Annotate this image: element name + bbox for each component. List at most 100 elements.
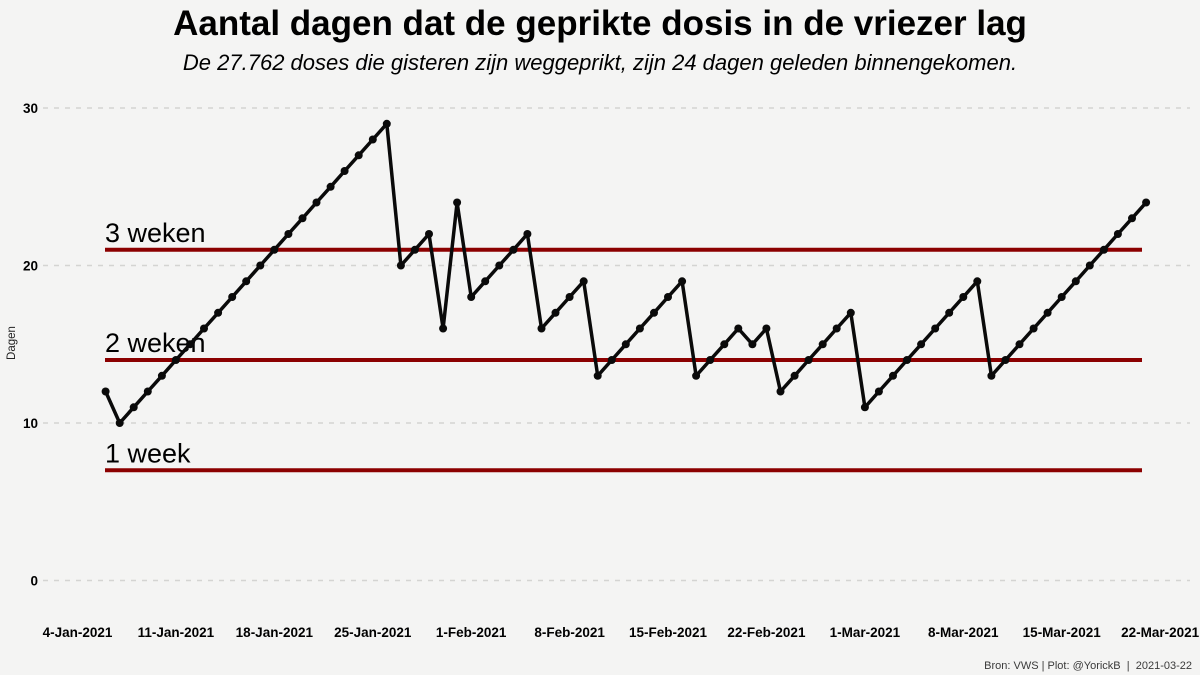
data-point-2021-01-16: [242, 277, 251, 286]
data-point-2021-01-08: [129, 403, 138, 412]
x-tick-label-1-Feb-2021: 1-Feb-2021: [436, 625, 507, 640]
y-tick-label-0: 0: [30, 574, 38, 589]
data-point-2021-02-24: [790, 371, 799, 380]
data-point-2021-01-18: [270, 245, 279, 254]
data-point-2021-01-21: [312, 198, 321, 207]
data-point-2021-02-11: [607, 356, 616, 364]
ref-line-label-3-weken: 3 weken: [105, 218, 206, 248]
y-tick-label-10: 10: [23, 416, 38, 431]
x-tick-label-18-Jan-2021: 18-Jan-2021: [236, 625, 314, 640]
x-tick-label-11-Jan-2021: 11-Jan-2021: [138, 625, 215, 640]
y-axis-title: Dagen: [6, 326, 18, 360]
data-point-2021-02-09: [579, 277, 588, 286]
data-point-2021-03-17: [1085, 261, 1094, 270]
data-point-2021-01-24: [354, 151, 363, 160]
data-point-2021-02-20: [734, 324, 743, 333]
data-point-2021-01-28: [410, 245, 419, 254]
data-point-2021-03-07: [945, 308, 954, 317]
data-point-2021-03-19: [1113, 230, 1122, 238]
data-point-2021-01-06: [101, 387, 110, 396]
grid-layer: [43, 107, 1190, 582]
data-point-2021-01-13: [200, 324, 208, 333]
data-point-2021-02-25: [804, 356, 813, 364]
data-point-2021-01-07: [115, 419, 124, 427]
data-point-2021-03-13: [1029, 324, 1038, 333]
data-point-2021-02-05: [523, 230, 532, 238]
data-point-2021-02-08: [565, 293, 574, 301]
data-point-2021-03-16: [1071, 277, 1080, 286]
data-point-2021-02-04: [509, 245, 518, 254]
x-tick-label-22-Feb-2021: 22-Feb-2021: [727, 625, 806, 640]
data-point-2021-03-10: [987, 371, 996, 380]
x-axis-tick-labels: 4-Jan-2021 11-Jan-2021 18-Jan-2021 25-Jan-2…: [43, 625, 1200, 640]
data-point-2021-01-09: [143, 387, 152, 396]
x-tick-label-1-Mar-2021: 1-Mar-2021: [830, 625, 901, 640]
y-axis-tick-labels: 0 10 20 30: [23, 101, 38, 589]
data-point-2021-02-19: [720, 340, 729, 349]
data-point-2021-03-20: [1128, 214, 1136, 223]
data-point-2021-03-09: [973, 277, 982, 286]
data-point-2021-02-21: [748, 340, 757, 349]
data-point-2021-03-15: [1057, 293, 1066, 301]
x-tick-label-22-Mar-2021: 22-Mar-2021: [1121, 625, 1200, 640]
data-point-2021-03-12: [1015, 340, 1024, 349]
x-tick-label-8-Mar-2021: 8-Mar-2021: [928, 625, 999, 640]
data-point-2021-02-27: [832, 324, 841, 333]
data-point-2021-02-13: [635, 324, 644, 333]
data-point-2021-02-01: [467, 293, 476, 301]
data-point-2021-02-17: [692, 371, 701, 380]
data-point-2021-02-18: [706, 356, 715, 364]
data-point-2021-03-11: [1001, 356, 1010, 364]
data-point-2021-02-23: [776, 387, 785, 396]
data-point-2021-01-29: [425, 230, 433, 238]
data-point-2021-02-07: [551, 308, 560, 317]
data-point-2021-02-02: [481, 277, 490, 286]
data-point-2021-02-12: [621, 340, 630, 349]
data-point-2021-01-30: [439, 324, 448, 333]
data-point-2021-03-05: [917, 340, 926, 349]
data-series-layer: [101, 119, 1151, 427]
data-point-2021-01-23: [340, 167, 349, 175]
x-tick-label-25-Jan-2021: 25-Jan-2021: [334, 625, 412, 640]
data-point-2021-03-18: [1099, 245, 1108, 254]
data-point-2021-01-12: [186, 340, 194, 349]
data-point-2021-02-22: [762, 324, 771, 333]
data-point-2021-03-03: [889, 371, 897, 380]
y-tick-label-30: 30: [23, 101, 38, 116]
data-point-2021-03-01: [860, 403, 869, 412]
x-tick-label-15-Mar-2021: 15-Mar-2021: [1023, 625, 1102, 640]
data-point-2021-01-26: [382, 119, 391, 128]
data-point-2021-01-19: [284, 230, 293, 238]
data-point-2021-03-04: [903, 356, 911, 364]
data-point-2021-01-31: [453, 198, 462, 207]
data-point-2021-01-17: [256, 261, 265, 270]
data-point-2021-03-02: [874, 387, 883, 396]
data-point-2021-02-16: [678, 277, 687, 286]
ref-line-label-1-week: 1 week: [105, 438, 191, 468]
data-point-2021-02-28: [846, 308, 855, 317]
data-point-2021-02-26: [818, 340, 827, 349]
source-credit: Bron: VWS | Plot: @YorickB | 2021-03-22: [984, 660, 1192, 672]
data-point-2021-03-08: [959, 293, 968, 301]
data-point-2021-01-10: [157, 371, 166, 380]
y-tick-label-20: 20: [23, 259, 38, 274]
data-point-2021-02-06: [537, 324, 546, 333]
data-point-2021-01-11: [171, 356, 180, 364]
data-point-2021-02-15: [664, 293, 672, 301]
data-point-2021-03-06: [931, 324, 940, 333]
data-point-2021-03-14: [1043, 308, 1052, 317]
x-tick-label-15-Feb-2021: 15-Feb-2021: [629, 625, 708, 640]
data-point-2021-02-03: [495, 261, 504, 270]
data-point-2021-02-10: [593, 371, 602, 380]
data-point-2021-01-22: [326, 182, 335, 191]
data-point-2021-03-21: [1142, 198, 1151, 207]
x-tick-label-8-Feb-2021: 8-Feb-2021: [534, 625, 605, 640]
chart-subtitle: De 27.762 doses die gisteren zijn weggep…: [182, 50, 1018, 75]
data-point-2021-01-25: [368, 135, 377, 144]
data-point-2021-02-14: [650, 308, 658, 317]
data-point-2021-01-15: [228, 293, 237, 301]
x-tick-label-4-Jan-2021: 4-Jan-2021: [43, 625, 113, 640]
chart-title: Aantal dagen dat de geprikte dosis in de…: [173, 4, 1027, 43]
data-point-2021-01-14: [214, 308, 223, 317]
